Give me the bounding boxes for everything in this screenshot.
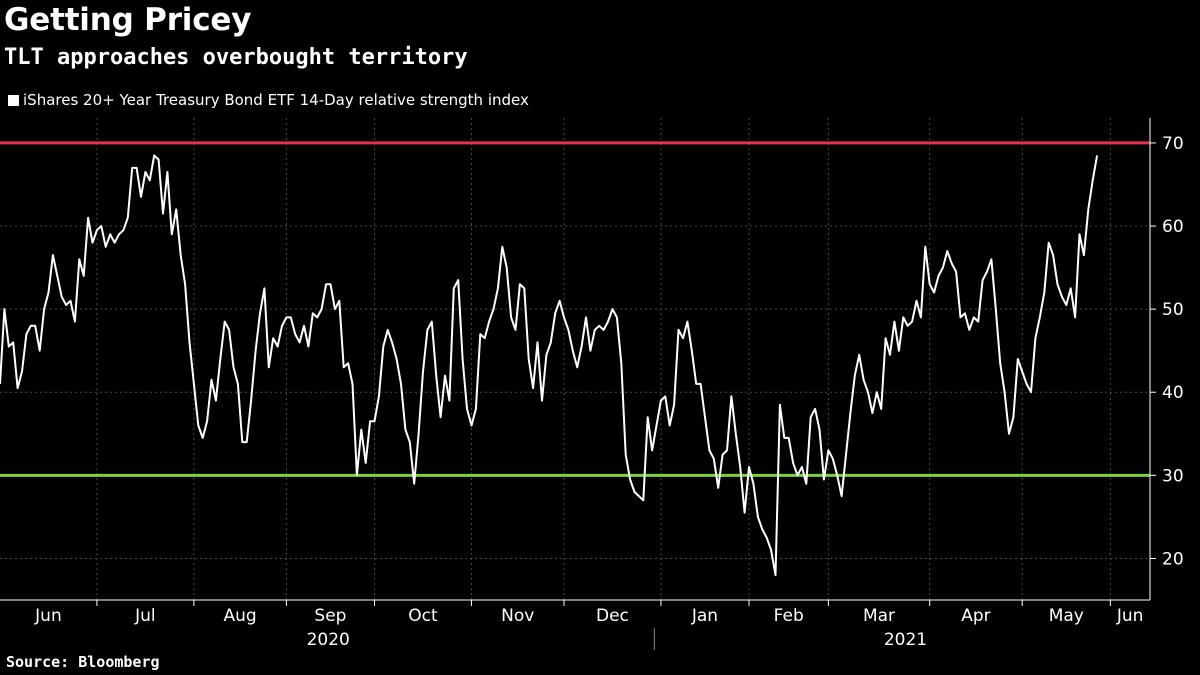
axes: 20 30 40 50 60 70 Jun Jul Aug Sep Oct Nov Dec Jan Feb M…	[0, 118, 1184, 650]
series-layer	[0, 154, 1099, 577]
y-tick-label-70: 70	[1162, 134, 1184, 154]
chart-subtitle: TLT approaches overbought territory	[4, 45, 468, 70]
x-tick-label-jun-0: Jun	[34, 606, 62, 626]
x-tick-label-jun-12: Jun	[1116, 606, 1144, 626]
x-tick-label-mar-9: Mar	[863, 606, 895, 626]
x-tick-label-may-11: May	[1049, 606, 1084, 626]
series-line-rsi	[0, 154, 1099, 577]
x-tick-label-jul-1: Jul	[134, 606, 156, 626]
x-tick-label-feb-8: Feb	[774, 606, 804, 626]
x-tick-label-jan-7: Jan	[691, 606, 718, 626]
y-tick-label-50: 50	[1162, 300, 1184, 320]
reference-lines	[0, 141, 1150, 477]
year-label-2021: 2021	[884, 630, 927, 650]
year-label-2020: 2020	[307, 630, 350, 650]
y-tick-label-40: 40	[1162, 383, 1184, 403]
x-tick-label-apr-10: Apr	[961, 606, 990, 626]
y-tick-label-30: 30	[1162, 466, 1184, 486]
x-tick-label-nov-5: Nov	[501, 606, 534, 626]
chart-title: Getting Pricey	[4, 2, 252, 38]
source-note: Source: Bloomberg	[6, 653, 160, 671]
x-tick-label-sep-3: Sep	[314, 606, 346, 626]
legend: iShares 20+ Year Treasury Bond ETF 14-Da…	[8, 91, 529, 109]
y-tick-label-60: 60	[1162, 217, 1184, 237]
y-tick-label-20: 20	[1162, 549, 1184, 569]
legend-swatch-icon	[8, 94, 19, 106]
x-tick-label-dec-6: Dec	[596, 606, 629, 626]
legend-label: iShares 20+ Year Treasury Bond ETF 14-Da…	[23, 91, 529, 109]
grid-layer	[0, 118, 1150, 600]
x-tick-label-aug-2: Aug	[224, 606, 257, 626]
x-tick-label-oct-4: Oct	[408, 606, 438, 626]
